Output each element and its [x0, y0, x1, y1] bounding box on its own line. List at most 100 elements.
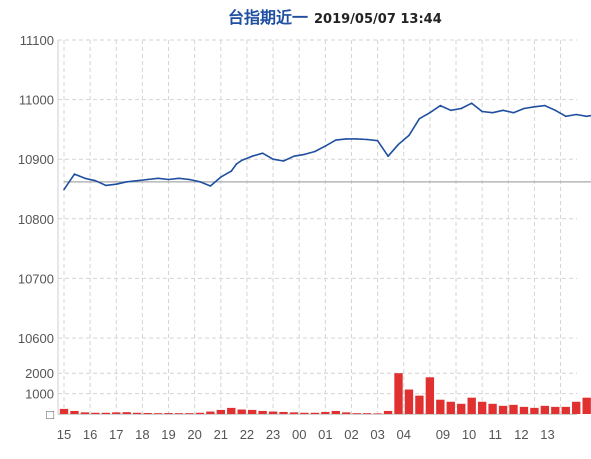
volume-bar — [91, 412, 100, 414]
price-point — [418, 117, 421, 120]
price-point — [345, 138, 348, 140]
volume-bar — [321, 411, 330, 414]
price-tick-label: 11100 — [20, 33, 54, 48]
price-tick-label: 10700 — [18, 271, 54, 286]
x-tick-label: 03 — [370, 427, 384, 442]
price-point — [449, 109, 452, 112]
volume-bar — [404, 389, 414, 414]
price-point — [235, 163, 238, 165]
price-point — [157, 177, 159, 180]
price-point — [105, 184, 107, 187]
x-tick-label: 13 — [540, 427, 554, 442]
volume-bar — [122, 412, 131, 414]
y-axis-ticks: 10600 10700 10800 10900 11000 11100 □ 1000 2000 — [18, 33, 54, 422]
volume-bar — [258, 410, 267, 414]
volume-bar — [300, 412, 309, 414]
volume-bar — [59, 408, 69, 414]
x-tick-label: 02 — [344, 427, 358, 442]
volume-tick-label: 1000 — [25, 387, 54, 402]
volume-bar — [289, 412, 299, 414]
price-point — [439, 104, 442, 107]
volume-bar — [436, 399, 445, 414]
volume-bar — [519, 406, 529, 414]
volume-bar — [132, 412, 142, 414]
x-tick-label: 19 — [161, 427, 175, 442]
price-point — [303, 153, 306, 156]
grid-layer — [57, 39, 577, 415]
price-point — [554, 109, 557, 112]
x-tick-label: 20 — [187, 427, 201, 442]
volume-bar — [143, 412, 152, 414]
price-point — [324, 145, 327, 147]
volume-bar — [268, 411, 278, 414]
volume-bar — [446, 401, 455, 414]
price-point — [491, 111, 494, 114]
volume-bar — [237, 409, 246, 414]
volume-bar — [415, 395, 424, 414]
price-point — [460, 107, 463, 110]
price-point — [355, 138, 358, 140]
price-point — [282, 160, 285, 162]
volume-bar — [247, 409, 257, 414]
volume-bar — [477, 401, 487, 414]
price-point — [533, 105, 536, 108]
chart-timestamp: 2019/05/07 13:44 — [314, 12, 442, 27]
volume-bar — [310, 412, 320, 414]
volume-bar — [153, 413, 163, 414]
x-tick-label: 22 — [240, 427, 254, 442]
x-tick-label: 17 — [109, 427, 123, 442]
price-point — [334, 139, 337, 141]
price-tick-label: 11000 — [19, 93, 54, 108]
volume-bar — [195, 412, 205, 414]
volume-bar — [530, 407, 539, 414]
price-point — [199, 181, 201, 183]
volume-series — [59, 373, 591, 414]
price-point — [544, 104, 546, 107]
volume-bar — [362, 413, 372, 414]
volume-bar — [540, 405, 550, 414]
volume-bar — [498, 405, 508, 414]
price-point — [73, 173, 76, 175]
price-point — [188, 178, 191, 181]
volume-bar — [227, 407, 236, 414]
x-axis-ticks: 15 16 17 18 19 20 21 22 23 00 01 02 03 04 09 10 11 12 13 — [57, 427, 555, 442]
x-tick-label: 01 — [318, 427, 332, 442]
volume-bar — [185, 413, 194, 414]
x-tick-label: 00 — [292, 427, 306, 442]
price-point — [230, 170, 233, 172]
volume-bar — [572, 401, 581, 414]
volume-bar — [164, 413, 173, 414]
price-tick-label: 10600 — [18, 331, 54, 346]
price-point — [387, 155, 389, 158]
price-point — [84, 177, 86, 180]
volume-bar — [509, 404, 518, 414]
price-point — [366, 138, 368, 141]
volume-bar — [373, 413, 382, 414]
volume-bar — [394, 373, 403, 414]
price-point — [94, 179, 97, 182]
price-point — [115, 183, 118, 186]
price-point — [220, 176, 222, 178]
price-point — [585, 115, 588, 118]
volume-bar — [488, 403, 497, 414]
volume-bar — [112, 412, 121, 414]
volume-tick-label: □ — [46, 407, 54, 422]
x-tick-label: 18 — [135, 427, 149, 442]
volume-bar — [70, 410, 79, 414]
x-tick-label: 04 — [397, 427, 411, 442]
price-point — [136, 179, 138, 182]
x-tick-label: 15 — [57, 427, 71, 442]
price-point — [502, 109, 504, 112]
price-point — [397, 143, 400, 146]
price-point — [146, 178, 149, 181]
price-point — [429, 111, 431, 114]
price-point — [251, 155, 253, 158]
volume-bar — [206, 411, 215, 414]
price-point — [167, 178, 170, 181]
price-line — [63, 102, 591, 191]
price-point — [523, 107, 525, 110]
volume-bar — [582, 397, 591, 414]
price-point — [272, 158, 274, 160]
volume-bar — [80, 412, 90, 414]
